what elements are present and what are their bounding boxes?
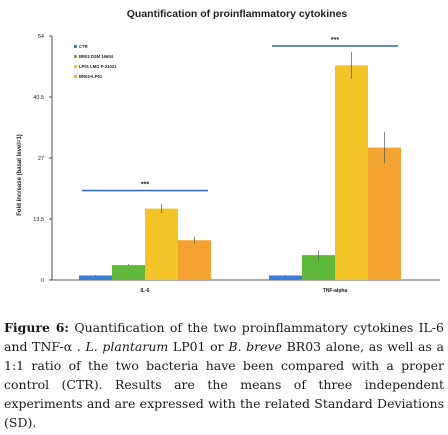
y-tick-label: 27	[38, 156, 44, 162]
x-tick-label: IL-6	[141, 288, 150, 294]
bar-il-6-s0	[79, 275, 112, 280]
x-tick-label: TNF-alpha	[323, 288, 348, 294]
legend-swatch	[74, 65, 77, 68]
significance-label: ***	[141, 182, 149, 189]
legend-label: BR03+LP01	[79, 74, 103, 79]
legend-swatch	[74, 45, 77, 48]
y-tick-label: 0	[41, 278, 44, 284]
bar-il-6-s1	[112, 265, 145, 280]
legend-swatch	[74, 55, 77, 58]
caption-text-3: BR03 alone, as well as a 1:1 ratio of th…	[4, 339, 444, 430]
y-axis-label: Fold increase (basal level=1)	[17, 134, 23, 216]
caption-text-2: LP01 or	[168, 339, 229, 354]
chart-title: Quantification of proinflammatory cytoki…	[127, 8, 348, 20]
caption-label: Figure 6:	[4, 320, 70, 335]
legend-swatch	[74, 75, 77, 78]
bar-il-6-s3	[178, 240, 211, 280]
y-tick-label: 13.5	[33, 217, 44, 223]
legend-label: LP01 LMG P-21021	[79, 64, 117, 69]
legend: CTR BR03 DSM 16604 LP01 LMG P-21021 BR03+LP…	[74, 44, 117, 79]
bars: *** ***	[79, 37, 401, 281]
caption-text-1: Quantification of the two proinflammator…	[4, 320, 444, 354]
legend-label: BR03 DSM 16604	[79, 54, 114, 59]
bar-il-6-s2	[145, 208, 178, 280]
caption-species-1: L. plantarum	[85, 339, 169, 354]
significance-label: ***	[331, 37, 339, 44]
y-tick-label: 40.5	[33, 95, 44, 101]
bar-tnf-alpha-s2	[335, 65, 368, 281]
bar-chart: Quantification of proinflammatory cytoki…	[17, 8, 440, 294]
figure-caption: Figure 6: Quantification of the two proi…	[4, 318, 444, 432]
y-tick-label: 54	[38, 34, 44, 40]
legend-label: CTR	[79, 44, 88, 49]
bar-tnf-alpha-s3	[368, 147, 401, 280]
caption-species-2: B. breve	[228, 339, 282, 354]
bar-tnf-alpha-s0	[269, 275, 302, 280]
